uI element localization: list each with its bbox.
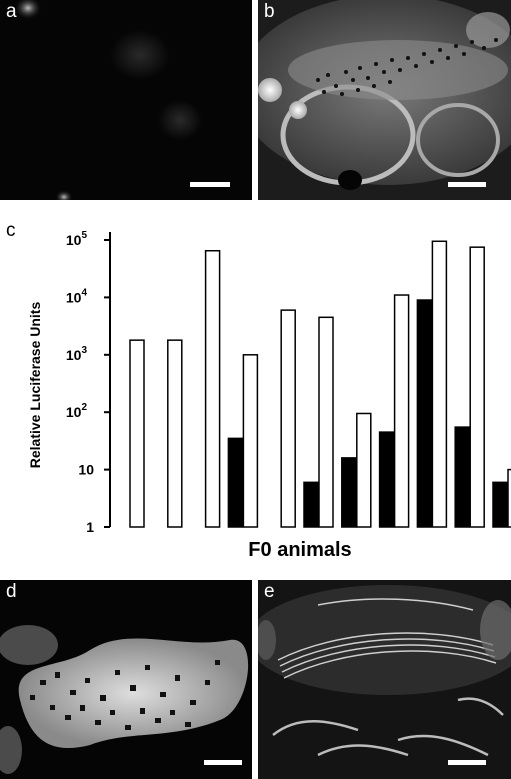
bar-filled	[492, 481, 508, 528]
panel-c-letter: c	[6, 220, 16, 241]
bar-open	[204, 249, 221, 528]
panel-a-image: a	[0, 0, 252, 200]
y-tick-label: 105	[66, 230, 88, 248]
bar-open	[356, 412, 372, 528]
panel-e-micrograph	[258, 585, 511, 757]
panel-d-micrograph	[0, 625, 249, 774]
bar-open	[507, 468, 511, 528]
y-axis-ticks: 1 10 102 103 104 105	[66, 230, 110, 535]
y-tick-label: 1	[86, 519, 94, 535]
bar-open	[280, 309, 296, 528]
bar-filled	[416, 299, 433, 528]
bar-open	[318, 316, 334, 528]
y-tick-exponent: 4	[81, 287, 87, 298]
x-axis-label: F0 animals	[248, 539, 351, 561]
bar-open	[167, 339, 183, 528]
bar-open	[393, 294, 410, 528]
bar-open	[242, 354, 259, 528]
bar-filled	[341, 457, 357, 528]
bar-filled	[303, 481, 319, 528]
bar-open	[469, 246, 485, 528]
y-tick-label: 104	[66, 287, 88, 305]
panel-a-micrograph	[14, 0, 202, 200]
panel-a-letter: a	[6, 1, 17, 22]
y-axis-label: Relative Luciferase Units	[27, 302, 43, 469]
panel-b-letter: b	[264, 1, 275, 22]
y-tick-exponent: 2	[81, 402, 87, 413]
y-tick-label: 102	[66, 402, 88, 420]
bars-group	[129, 240, 511, 528]
y-tick-label: 10	[78, 462, 94, 478]
panel-b-scalebar	[448, 182, 486, 187]
panel-a-scalebar	[190, 182, 230, 187]
panel-b-micrograph	[258, 0, 511, 190]
luciferase-bar-chart: Relative Luciferase Units F0 animals 1 10…	[27, 230, 511, 561]
bar-filled	[378, 431, 395, 528]
bar-open	[129, 339, 145, 528]
panel-e-scalebar	[448, 760, 486, 765]
panel-c-chart: c Relative Luciferase Units F0 animals 1…	[0, 205, 511, 575]
panel-d-letter: d	[6, 581, 17, 602]
y-tick-label: 103	[66, 345, 88, 363]
bar-filled	[454, 426, 470, 528]
panel-e-image: e	[258, 580, 511, 779]
bar-filled	[227, 437, 244, 528]
panel-d-scalebar	[204, 760, 242, 765]
bar-open	[431, 240, 448, 528]
panel-d-image: d	[0, 580, 252, 779]
panel-b-image: b	[258, 0, 511, 200]
y-tick-exponent: 5	[81, 230, 87, 241]
y-tick-exponent: 3	[81, 345, 87, 356]
panel-e-letter: e	[264, 581, 275, 602]
